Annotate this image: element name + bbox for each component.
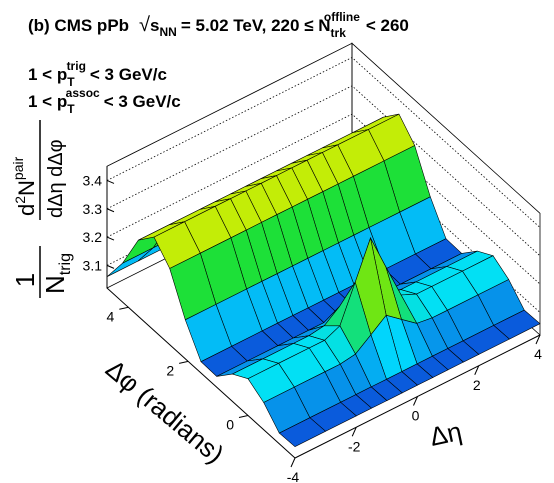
label-text: < 3 GeV/c: [90, 65, 167, 84]
z-label-part: N: [40, 275, 70, 294]
title-text: < 260: [366, 16, 409, 35]
phi-axis: [106, 287, 296, 459]
label-sup: assoc: [66, 86, 100, 100]
eta-tick-label: -4: [287, 469, 300, 483]
chart-title: (b) CMS pPb √sNN = 5.02 TeV, 220 ≤ Ntrk off…: [28, 10, 409, 40]
z-label-frac-den: Ntrig: [40, 253, 74, 294]
z-tick: [106, 208, 115, 213]
z-tick: [106, 236, 115, 241]
axes: -4 -2 0 2 4 0 2 4: [106, 166, 542, 483]
surface: [106, 113, 541, 448]
phi-tick-label: 4: [107, 308, 115, 324]
z-axis-title: 1 Ntrig d2Npair dΔη dΔφ: [10, 120, 74, 298]
eta-tick: [535, 334, 541, 345]
phi-tick: [119, 306, 129, 310]
phi-tick: [238, 415, 249, 418]
eta-tick: [351, 427, 357, 437]
z-tick: [106, 264, 115, 269]
label-text: 1 < p: [28, 92, 67, 111]
z-tick-label: 3.2: [83, 229, 103, 245]
title-sub: NN: [160, 25, 177, 39]
label-text: 1 < p: [28, 65, 67, 84]
eta-tick-label: 4: [534, 346, 542, 362]
z-tick-label: 3.3: [83, 201, 103, 217]
title-sqrt: √: [139, 14, 150, 36]
phi-tick: [179, 360, 189, 364]
y-axis-title: Δφ (radians): [100, 354, 230, 470]
z-label-sub: trig: [57, 253, 74, 275]
phi-tick-label: 0: [226, 416, 234, 432]
x-axis-title: Δη: [427, 416, 464, 452]
assoc-label: 1 < pTassoc < 3 GeV/c: [28, 86, 181, 116]
z-label-part: dΔη dΔφ: [45, 139, 67, 218]
label-sup: trig: [67, 59, 86, 73]
z-label-part: d: [14, 204, 39, 216]
z-tick-label: 3.1: [83, 257, 103, 273]
eta-tick: [413, 396, 418, 406]
eta-tick-label: -2: [348, 438, 361, 454]
z-label-sup: pair: [10, 156, 26, 180]
eta-tick: [290, 457, 296, 468]
title-sub: trk: [331, 26, 347, 40]
z-tick: [106, 180, 115, 184]
eta-tick: [474, 365, 480, 375]
surface-cell: [278, 417, 327, 448]
title-sup: offline: [324, 10, 360, 24]
eta-tick-label: 0: [412, 408, 420, 424]
phi-tick-label: 2: [166, 362, 174, 378]
trig-label: 1 < pTtrig < 3 GeV/c: [28, 59, 167, 89]
grid-line: [106, 113, 541, 285]
title-text: (b) CMS pPb: [28, 16, 129, 35]
title-text: = 5.02 TeV, 220 ≤ N: [181, 16, 331, 35]
z-tick-label: 3.4: [83, 172, 103, 188]
z-label-part: N: [14, 180, 39, 196]
label-sub: T: [67, 75, 75, 89]
title-text: s: [150, 16, 159, 35]
label-sub: T: [67, 102, 75, 116]
grid-line: [106, 57, 541, 228]
z-label-sup: 2: [12, 196, 28, 204]
z-label-frac-num: d2Npair: [10, 156, 39, 216]
z-label-part: 1: [10, 273, 40, 287]
eta-tick-label: 2: [473, 377, 481, 393]
label-text: < 3 GeV/c: [104, 92, 181, 111]
grid-line: [106, 85, 541, 257]
